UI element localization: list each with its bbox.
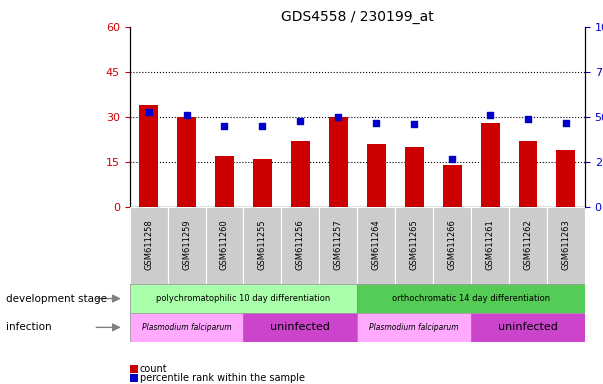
Point <box>485 112 495 118</box>
Point <box>409 121 419 127</box>
Text: GSM611260: GSM611260 <box>220 219 229 270</box>
Bar <box>177 117 196 207</box>
Bar <box>253 159 272 207</box>
Bar <box>557 150 575 207</box>
Bar <box>168 207 206 284</box>
Bar <box>244 313 357 342</box>
Point <box>333 114 343 120</box>
Bar <box>329 117 348 207</box>
Bar <box>130 284 357 313</box>
Bar <box>139 105 158 207</box>
Text: percentile rank within the sample: percentile rank within the sample <box>140 373 305 383</box>
Bar <box>215 156 234 207</box>
Bar <box>547 207 585 284</box>
Bar <box>481 123 499 207</box>
Point <box>144 109 153 115</box>
Text: uninfected: uninfected <box>498 322 558 333</box>
Point <box>295 118 305 124</box>
Text: GSM611256: GSM611256 <box>296 219 305 270</box>
Bar <box>130 313 244 342</box>
Bar <box>433 207 471 284</box>
Text: GSM611257: GSM611257 <box>334 219 343 270</box>
Bar <box>357 207 395 284</box>
Text: GSM611258: GSM611258 <box>144 219 153 270</box>
Bar <box>282 207 320 284</box>
Bar <box>443 165 462 207</box>
Text: GSM611261: GSM611261 <box>485 219 494 270</box>
Text: Plasmodium falciparum: Plasmodium falciparum <box>370 323 459 332</box>
Text: count: count <box>140 364 168 374</box>
Point <box>523 116 533 122</box>
Text: polychromatophilic 10 day differentiation: polychromatophilic 10 day differentiatio… <box>156 294 330 303</box>
Text: GSM611263: GSM611263 <box>561 219 570 270</box>
Bar <box>291 141 310 207</box>
Text: infection: infection <box>6 322 52 333</box>
Bar <box>206 207 244 284</box>
Bar <box>357 313 471 342</box>
Bar <box>395 207 433 284</box>
Point <box>182 112 191 118</box>
Point <box>447 156 457 162</box>
Bar <box>244 207 282 284</box>
Text: uninfected: uninfected <box>270 322 330 333</box>
Text: GSM611262: GSM611262 <box>523 219 532 270</box>
Text: GSM611255: GSM611255 <box>258 219 267 270</box>
Text: development stage: development stage <box>6 293 107 304</box>
Point <box>257 123 267 129</box>
Bar <box>519 141 537 207</box>
Bar <box>130 207 168 284</box>
Text: GSM611264: GSM611264 <box>371 219 380 270</box>
Bar <box>471 207 509 284</box>
Point <box>561 119 571 126</box>
Text: Plasmodium falciparum: Plasmodium falciparum <box>142 323 232 332</box>
Point <box>219 123 229 129</box>
Text: GSM611265: GSM611265 <box>409 219 418 270</box>
Bar <box>367 144 386 207</box>
Title: GDS4558 / 230199_at: GDS4558 / 230199_at <box>281 10 434 25</box>
Bar <box>320 207 357 284</box>
Text: GSM611259: GSM611259 <box>182 219 191 270</box>
Text: GSM611266: GSM611266 <box>447 219 456 270</box>
Bar <box>357 284 585 313</box>
Point <box>371 119 381 126</box>
Bar <box>509 207 547 284</box>
Bar <box>471 313 585 342</box>
Text: orthochromatic 14 day differentiation: orthochromatic 14 day differentiation <box>392 294 550 303</box>
Bar <box>405 147 424 207</box>
